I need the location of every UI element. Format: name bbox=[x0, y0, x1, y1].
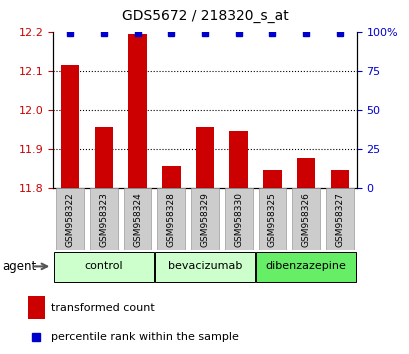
FancyBboxPatch shape bbox=[157, 188, 184, 250]
Bar bbox=[330, 170, 348, 188]
Text: GDS5672 / 218320_s_at: GDS5672 / 218320_s_at bbox=[121, 9, 288, 23]
Text: transformed count: transformed count bbox=[51, 303, 154, 313]
Text: GSM958325: GSM958325 bbox=[267, 192, 276, 247]
FancyBboxPatch shape bbox=[256, 252, 355, 281]
Bar bbox=[61, 65, 79, 188]
Text: GSM958322: GSM958322 bbox=[65, 192, 74, 247]
Text: agent: agent bbox=[3, 260, 37, 273]
FancyBboxPatch shape bbox=[191, 188, 218, 250]
Bar bbox=[229, 131, 247, 188]
Bar bbox=[94, 127, 113, 188]
Text: GSM958330: GSM958330 bbox=[234, 192, 243, 247]
FancyBboxPatch shape bbox=[292, 188, 319, 250]
Bar bbox=[263, 170, 281, 188]
Text: GSM958326: GSM958326 bbox=[301, 192, 310, 247]
FancyBboxPatch shape bbox=[124, 188, 151, 250]
Bar bbox=[162, 166, 180, 188]
FancyBboxPatch shape bbox=[225, 188, 252, 250]
Bar bbox=[195, 127, 214, 188]
Text: GSM958328: GSM958328 bbox=[166, 192, 175, 247]
Bar bbox=[128, 34, 146, 188]
FancyBboxPatch shape bbox=[54, 252, 153, 281]
Bar bbox=[296, 159, 315, 188]
Bar bbox=[28, 296, 45, 319]
FancyBboxPatch shape bbox=[258, 188, 285, 250]
Text: GSM958323: GSM958323 bbox=[99, 192, 108, 247]
FancyBboxPatch shape bbox=[155, 252, 254, 281]
FancyBboxPatch shape bbox=[56, 188, 84, 250]
FancyBboxPatch shape bbox=[325, 188, 353, 250]
Text: control: control bbox=[84, 261, 123, 272]
Text: GSM958327: GSM958327 bbox=[335, 192, 344, 247]
Text: GSM958324: GSM958324 bbox=[133, 192, 142, 247]
Text: dibenzazepine: dibenzazepine bbox=[265, 261, 346, 272]
FancyBboxPatch shape bbox=[90, 188, 117, 250]
Text: GSM958329: GSM958329 bbox=[200, 192, 209, 247]
Text: bevacizumab: bevacizumab bbox=[167, 261, 242, 272]
Text: percentile rank within the sample: percentile rank within the sample bbox=[51, 332, 238, 342]
